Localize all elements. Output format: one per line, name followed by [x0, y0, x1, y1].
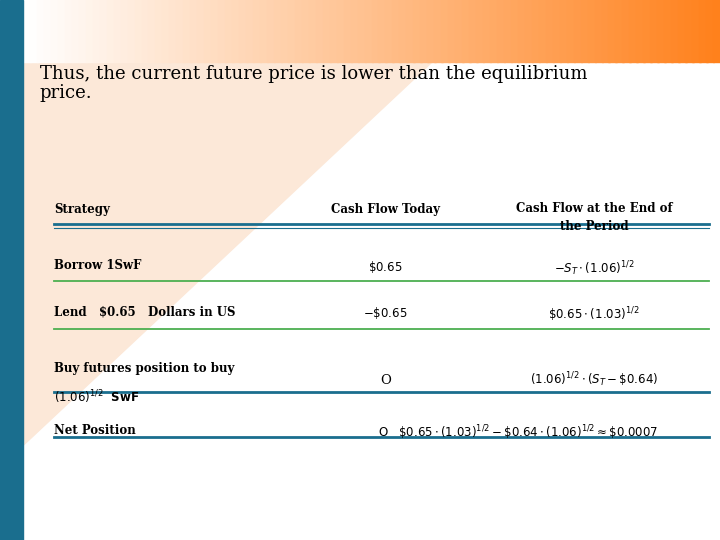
Text: Net Position: Net Position	[54, 424, 136, 437]
Text: Buy futures position to buy: Buy futures position to buy	[54, 362, 235, 375]
Text: $\$0.65$: $\$0.65$	[368, 259, 402, 275]
Text: Thus, the current future price is lower than the equilibrium: Thus, the current future price is lower …	[40, 65, 587, 83]
Text: $\$0.65 \cdot (1.03)^{1/2}$: $\$0.65 \cdot (1.03)^{1/2}$	[548, 305, 640, 323]
Text: Cash Flow at the End of
the Period: Cash Flow at the End of the Period	[516, 202, 672, 233]
Text: price.: price.	[40, 84, 92, 102]
Text: $(1.06)^{1/2} \cdot (S_T - \$0.64)$: $(1.06)^{1/2} \cdot (S_T - \$0.64)$	[530, 370, 658, 389]
Text: O: O	[379, 374, 391, 387]
Text: $-S_T \cdot (1.06)^{1/2}$: $-S_T \cdot (1.06)^{1/2}$	[554, 259, 634, 278]
Text: Cash Flow Today: Cash Flow Today	[330, 202, 440, 215]
Text: $-\$0.65$: $-\$0.65$	[363, 305, 408, 321]
Text: Lend   $0.65   Dollars in US: Lend $0.65 Dollars in US	[54, 305, 235, 318]
Text: O   $\$0.65 \cdot (1.03)^{1/2} - \$0.64 \cdot (1.06)^{1/2} \approx \$0.0007$: O $\$0.65 \cdot (1.03)^{1/2} - \$0.64 \c…	[378, 424, 658, 442]
Text: $(1.06)^{1/2}$  SwF: $(1.06)^{1/2}$ SwF	[54, 389, 140, 407]
Text: Strategy: Strategy	[54, 202, 110, 215]
Text: Borrow 1SwF: Borrow 1SwF	[54, 259, 141, 272]
